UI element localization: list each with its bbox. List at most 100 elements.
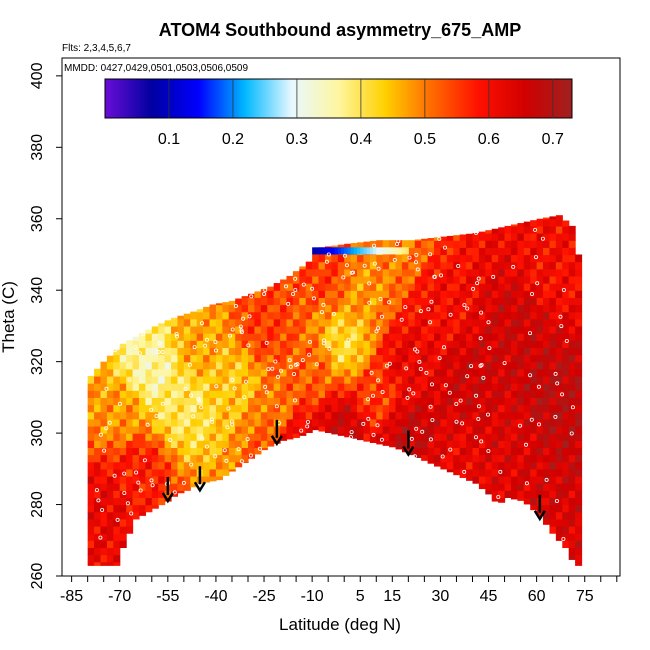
heatmap-cell (248, 293, 256, 298)
heatmap-cell (126, 404, 134, 413)
heatmap-cell (555, 268, 563, 277)
heatmap-cell (171, 454, 179, 463)
heatmap-cell (267, 361, 275, 370)
heatmap-cell (530, 347, 538, 356)
observation-point (222, 448, 227, 453)
heatmap-cell (344, 297, 352, 306)
heatmap-cell (510, 240, 518, 248)
heatmap-cell (177, 404, 185, 413)
observation-point (429, 382, 434, 387)
heatmap-cell (440, 290, 448, 298)
heatmap-cell (344, 304, 352, 313)
heatmap-cell (530, 475, 538, 484)
heatmap-cell (331, 425, 339, 434)
heatmap-cell (158, 475, 166, 484)
heatmap-cell (549, 525, 557, 534)
heatmap-cell (568, 268, 576, 277)
heatmap-cell (100, 525, 108, 534)
heatmap-cell (517, 333, 525, 341)
heatmap-cell (498, 304, 506, 313)
heatmap-cell (562, 475, 570, 484)
heatmap-cell (203, 418, 211, 427)
heatmap-cell (331, 340, 339, 348)
observation-point (326, 252, 331, 257)
heatmap-cell (119, 511, 127, 520)
heatmap-cell (543, 447, 551, 456)
heatmap-cell (517, 368, 525, 377)
heatmap-cell (395, 318, 403, 327)
heatmap-cell (164, 447, 172, 456)
heatmap-cell (382, 318, 390, 327)
heatmap-cell (421, 390, 429, 398)
observation-point (528, 331, 533, 336)
heatmap-cell (203, 425, 211, 434)
heatmap-cell (472, 325, 480, 334)
heatmap-cell (421, 383, 429, 391)
heatmap-cell (382, 297, 390, 306)
heatmap-cell (357, 354, 365, 363)
heatmap-cell (453, 235, 461, 241)
heatmap-cell (106, 404, 114, 413)
heatmap-cell (292, 271, 300, 277)
heatmap-cell (337, 383, 345, 391)
heatmap-cell (414, 239, 422, 241)
heatmap-cell (292, 433, 300, 438)
heatmap-cell (138, 354, 146, 363)
heatmap-cell (523, 261, 531, 270)
heatmap-cell (510, 418, 518, 427)
heatmap-cell (382, 354, 390, 363)
heatmap-cell (87, 540, 95, 549)
heatmap-cell (395, 375, 403, 384)
heatmap-cell (389, 347, 397, 356)
observation-point (412, 454, 417, 459)
heatmap-cell (517, 375, 525, 384)
heatmap-cell (446, 333, 454, 341)
heatmap-cell (549, 361, 557, 370)
heatmap-cell (408, 411, 416, 420)
heatmap-cell (350, 375, 358, 384)
heatmap-cell (568, 283, 576, 291)
heatmap-cell (151, 461, 159, 470)
heatmap-cell (183, 475, 191, 484)
heatmap-cell (292, 418, 300, 427)
heatmap-cell (376, 318, 384, 327)
heatmap-cell (555, 340, 563, 348)
heatmap-cell (324, 340, 332, 348)
heatmap-cell (555, 368, 563, 377)
heatmap-cell (138, 390, 146, 398)
heatmap-cell (235, 433, 243, 441)
heatmap-cell (267, 325, 275, 334)
heatmap-cell (357, 318, 365, 327)
heatmap-cell (119, 390, 127, 398)
heatmap-cell (106, 418, 114, 427)
heatmap-cell (421, 247, 429, 256)
heatmap-cell (132, 347, 140, 356)
heatmap-cell (260, 333, 268, 341)
observation-point (236, 447, 241, 452)
heatmap-cell (344, 275, 352, 284)
heatmap-cell (119, 343, 127, 348)
observation-point (555, 381, 560, 386)
heatmap-cell (190, 440, 198, 448)
colorbar-labels: 0.1 0.2 0.3 0.4 0.5 0.6 0.7 (158, 131, 564, 148)
heatmap-cell (453, 454, 461, 463)
heatmap-cell (517, 418, 525, 427)
heatmap-cell (446, 340, 454, 348)
heatmap-cell (568, 333, 576, 341)
heatmap-cell (536, 447, 544, 456)
heatmap-cell (158, 325, 166, 334)
observation-point (307, 339, 312, 344)
heatmap-cell (324, 261, 332, 270)
heatmap-cell (312, 368, 320, 377)
heatmap-cell (357, 261, 365, 270)
heatmap-cell (536, 297, 544, 306)
heatmap-cell (523, 425, 531, 434)
heatmap-cell (498, 375, 506, 384)
heatmap-cell (421, 261, 429, 270)
heatmap-cell (575, 347, 583, 356)
heatmap-cell (453, 418, 461, 427)
arrow-head (533, 510, 546, 522)
heatmap-cell (395, 354, 403, 363)
heatmap-cell (106, 540, 114, 549)
heatmap-cell (363, 340, 371, 348)
